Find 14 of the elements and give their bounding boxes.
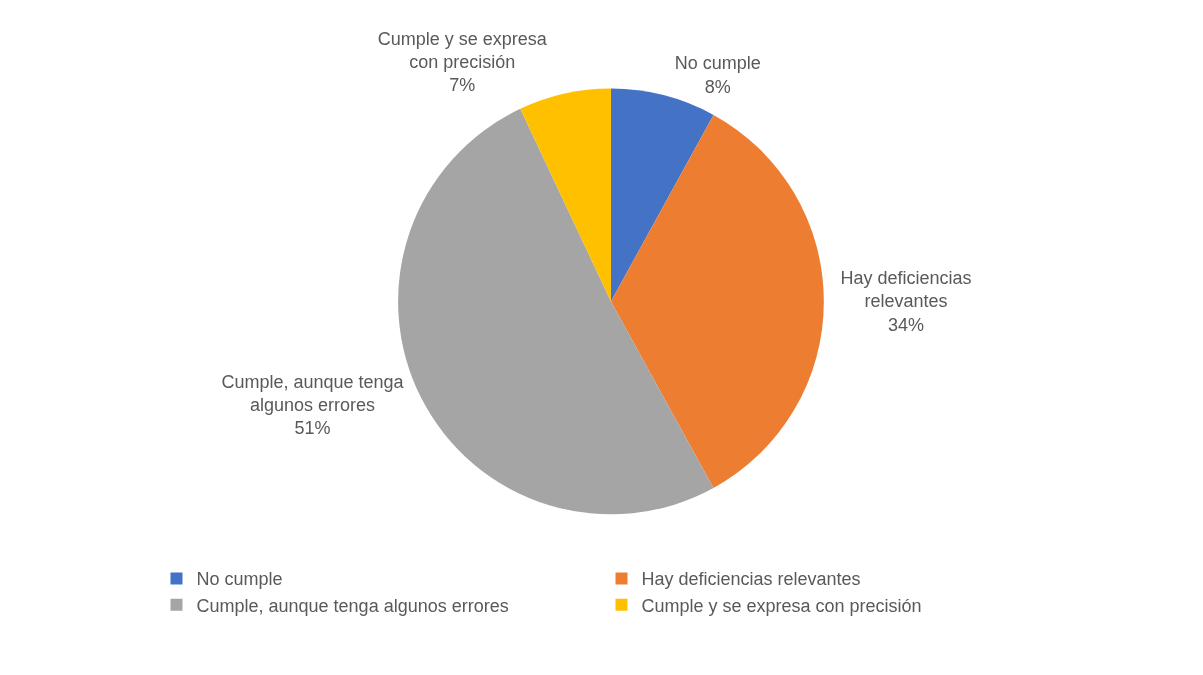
slice-label: No cumple — [674, 53, 761, 74]
data-label: 34% — [888, 314, 925, 335]
data-label: 7% — [449, 75, 476, 96]
legend-label: Cumple y se expresa con precisión — [641, 595, 922, 616]
data-label: 8% — [704, 76, 731, 97]
legend-label: Cumple, aunque tenga algunos errores — [196, 595, 509, 616]
slice-label: Cumple y se expresa con precisión — [377, 28, 548, 72]
slice-label: Cumple, aunque tenga algunos errores — [221, 371, 405, 415]
slice-label: Hay deficiencias relevantes — [840, 268, 972, 312]
pie-slice — [610, 114, 824, 489]
pie-slice — [520, 88, 611, 302]
legend-label: Hay deficiencias relevantes — [641, 569, 861, 590]
legend-label: No cumple — [196, 569, 283, 590]
data-label: 51% — [294, 418, 331, 439]
